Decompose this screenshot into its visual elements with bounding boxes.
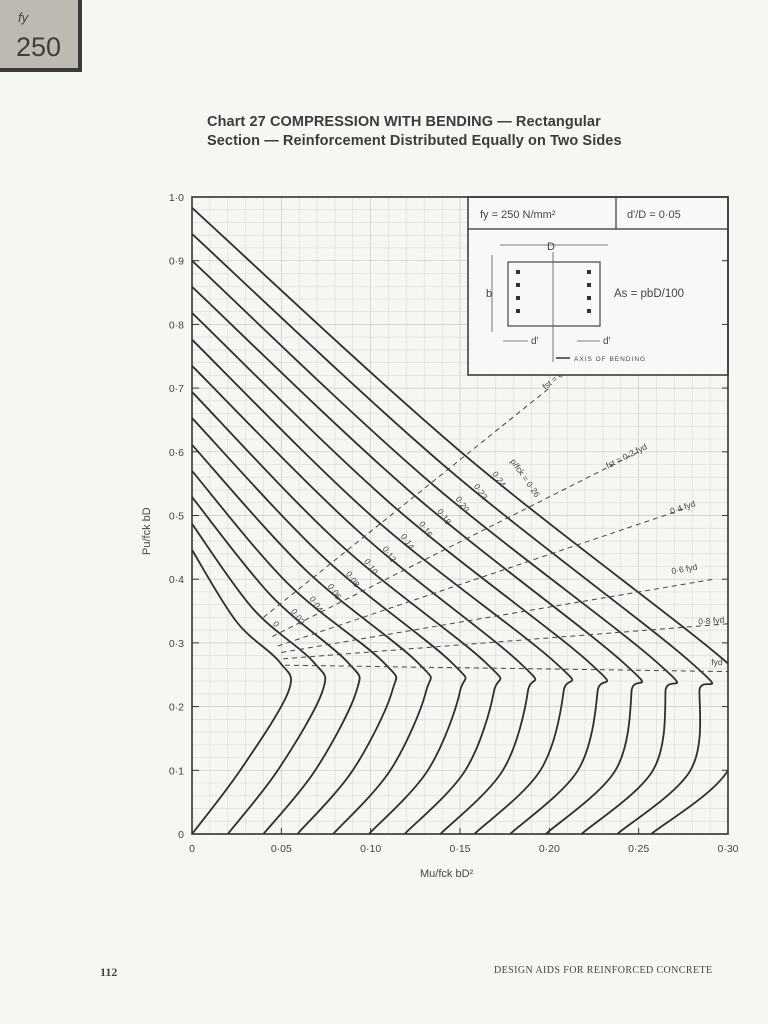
inset-dD: d'/D = 0·05	[627, 209, 681, 221]
stress-line-label: fyd	[711, 657, 723, 667]
stress-line	[284, 664, 729, 673]
stress-line-label: 0·8 fyd	[698, 615, 725, 627]
curve-label: 0·12	[380, 544, 398, 564]
interaction-curve	[192, 207, 728, 834]
page-number: 112	[100, 965, 118, 979]
interaction-curve	[192, 339, 574, 834]
axis-of-bending-label: AXIS OF BENDING	[574, 356, 646, 363]
interaction-curve	[192, 523, 327, 834]
interaction-curve	[192, 549, 292, 834]
stress-line	[272, 451, 639, 637]
x-tick-label: 0·10	[360, 843, 381, 855]
interaction-curve	[192, 312, 609, 834]
dim-D: D	[547, 241, 555, 253]
x-tick-label: 0·20	[539, 843, 560, 855]
dim-d-left: d'	[531, 336, 539, 347]
footer-text: DESIGN AIDS FOR REINFORCED CONCRETE	[494, 965, 713, 976]
x-tick-label: 0·05	[271, 843, 292, 855]
interaction-curve	[192, 286, 643, 834]
interaction-curve	[192, 233, 714, 834]
interaction-curve	[192, 470, 398, 834]
y-tick-label: 0·5	[169, 511, 184, 523]
y-tick-label: 0·3	[169, 638, 184, 650]
tab-label: fy	[18, 10, 29, 25]
stress-line-label: fst = 0·2 fyd	[604, 441, 649, 470]
dim-b: b	[486, 288, 492, 300]
x-tick-label: 0·30	[717, 843, 738, 855]
x-tick-label: 0	[189, 843, 195, 855]
x-tick-label: 0·25	[628, 843, 649, 855]
y-tick-label: 1·0	[169, 192, 184, 204]
y-tick-label: 0·9	[169, 256, 184, 268]
curve-label: 0	[271, 619, 282, 629]
inset-fy: fy = 250 N/mm²	[480, 209, 556, 221]
tab-value: 250	[16, 32, 62, 62]
curves	[192, 207, 728, 834]
interaction-curve	[192, 365, 537, 834]
stress-line	[281, 578, 714, 653]
x-tick-label: 0·15	[449, 843, 470, 855]
dim-d-right: d'	[603, 336, 611, 347]
y-tick-label: 0·2	[169, 702, 184, 714]
title-line-2: Section — Reinforcement Distributed Equa…	[207, 133, 622, 149]
y-tick-label: 0·6	[169, 447, 184, 459]
interaction-curve	[192, 496, 361, 834]
chart-title: Chart 27 COMPRESSION WITH BENDING — Rect…	[207, 113, 622, 151]
y-tick-label: 0·8	[169, 319, 184, 331]
curve-label: 0·18	[435, 507, 453, 527]
stress-line	[263, 387, 550, 618]
title-line-1: Chart 27 COMPRESSION WITH BENDING — Rect…	[207, 114, 601, 130]
y-tick-label: 0·1	[169, 765, 184, 777]
as-formula: As = pbD/100	[614, 288, 684, 300]
y-tick-label: 0	[178, 829, 184, 841]
x-ticks: 0 0·05 0·10 0·15 0·20 0·25 0·30	[189, 828, 739, 855]
interaction-curve	[192, 417, 467, 834]
y-ticks: 0 0·1 0·2 0·3 0·4 0·5 0·6 0·7 0·8 0·9 1·0	[169, 192, 728, 841]
section-diagram	[507, 261, 601, 327]
stress-line-label: 0·6 fyd	[671, 562, 699, 576]
stress-line	[283, 623, 729, 660]
y-axis-label: Pu/fck bD	[141, 507, 153, 555]
rebar-dots	[516, 270, 591, 313]
x-axis-label: Mu/fck bD²	[420, 868, 474, 880]
y-tick-label: 0·7	[169, 383, 184, 395]
interaction-curve	[192, 391, 502, 834]
section-tab: fy 250	[0, 0, 82, 72]
inset-box: fy = 250 N/mm² d'/D = 0·05 D b d' d' AXI…	[467, 196, 729, 376]
interaction-curve	[192, 260, 679, 834]
curve-label: 0·02	[289, 607, 307, 627]
y-tick-label: 0·4	[169, 574, 184, 586]
interaction-curve	[192, 444, 432, 834]
